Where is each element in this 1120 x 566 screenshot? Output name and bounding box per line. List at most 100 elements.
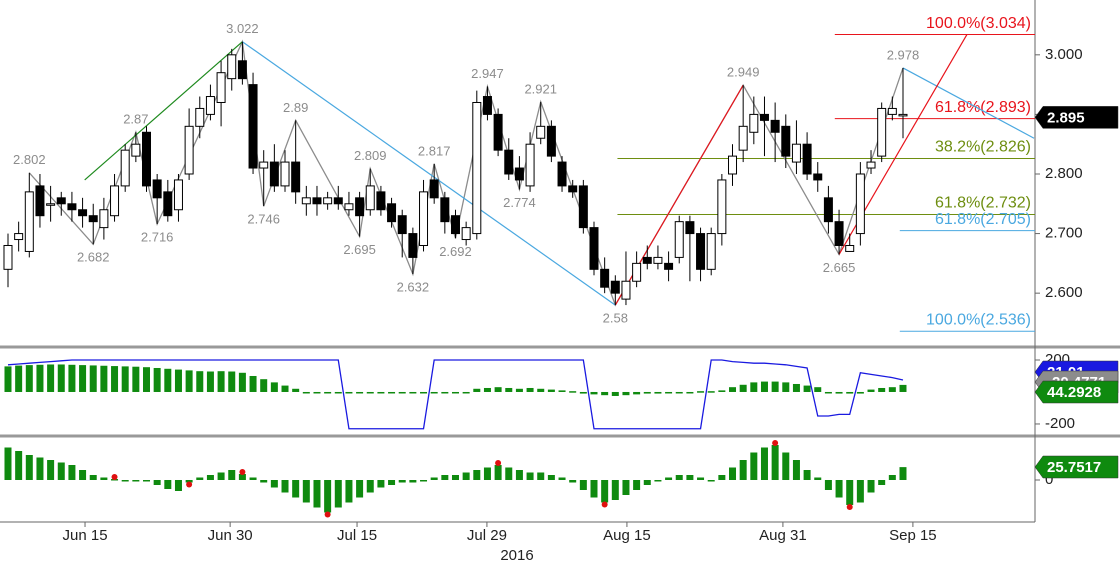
histogram-bar <box>515 388 523 392</box>
candle-body <box>600 268 610 288</box>
histogram-bar <box>185 480 193 483</box>
candle-body <box>642 256 652 264</box>
swing-label: 2.746 <box>247 212 280 227</box>
histogram-bar <box>174 480 182 491</box>
candle-body <box>269 161 279 187</box>
candle-body <box>653 256 663 264</box>
extreme-marker <box>772 440 779 446</box>
histogram-bar <box>750 452 758 480</box>
swing-label: 2.978 <box>887 47 920 62</box>
histogram-bar <box>846 480 854 505</box>
candle-body <box>429 179 439 199</box>
candle-body <box>493 113 503 151</box>
candle-body <box>781 125 791 157</box>
candle-body <box>142 131 152 187</box>
histogram-bar <box>611 391 619 396</box>
histogram-bar <box>473 470 481 480</box>
histogram-bar <box>739 460 747 480</box>
candle-body <box>205 96 215 115</box>
histogram-bar <box>217 472 225 480</box>
histogram-bar <box>430 477 438 480</box>
candle-body <box>898 113 908 117</box>
candle-body <box>728 155 738 175</box>
histogram-bar <box>281 385 289 392</box>
candle-body <box>333 197 343 205</box>
histogram-bar <box>665 391 673 394</box>
histogram-bar <box>494 387 502 392</box>
histogram-bar <box>537 388 545 392</box>
histogram-bar <box>483 387 491 392</box>
histogram-bar <box>388 480 396 485</box>
histogram-bar <box>398 391 406 394</box>
histogram-bar <box>4 447 12 480</box>
swing-label: 2.682 <box>77 250 110 265</box>
extreme-marker <box>324 511 331 518</box>
candle-body <box>365 185 375 211</box>
histogram-bar <box>153 367 161 392</box>
histogram-bar <box>68 364 76 392</box>
histogram-bar <box>398 480 406 483</box>
histogram-bar <box>803 385 811 392</box>
histogram-bar <box>409 480 417 483</box>
y-tick-label: -200 <box>1045 415 1075 432</box>
candle-body <box>387 203 397 223</box>
histogram-bar <box>25 365 33 392</box>
histogram-bar <box>441 391 449 394</box>
histogram-bar <box>558 477 566 480</box>
histogram-bar <box>356 391 364 394</box>
histogram-bar <box>121 480 129 482</box>
candle-body <box>877 107 887 157</box>
x-tick-label: Sep 15 <box>889 527 937 544</box>
candle-body <box>706 233 716 270</box>
histogram-bar <box>729 467 737 480</box>
candle-body <box>887 107 897 115</box>
histogram-bar <box>665 477 673 480</box>
candle-body <box>770 119 780 133</box>
swing-label: 2.632 <box>397 280 430 295</box>
trend-line <box>902 67 1035 139</box>
candle-body <box>120 149 130 187</box>
candle-body <box>664 262 674 270</box>
histogram-bar <box>57 364 65 392</box>
swing-label: 2.802 <box>13 152 46 167</box>
histogram-bar <box>462 391 470 394</box>
histogram-bar <box>25 455 33 480</box>
candle-body <box>131 143 141 157</box>
candle-body <box>461 227 471 241</box>
extreme-marker <box>495 460 502 466</box>
candle-body <box>450 215 460 235</box>
histogram-bar <box>111 366 119 392</box>
histogram-bar <box>718 390 726 392</box>
candle-body <box>110 185 120 217</box>
histogram-bar <box>281 480 289 493</box>
candle-body <box>578 185 588 229</box>
candle-body <box>163 191 173 217</box>
candle-body <box>376 191 386 211</box>
histogram-bar <box>334 391 342 394</box>
candle-body <box>514 167 524 181</box>
histogram-bar <box>878 387 886 392</box>
histogram-bar <box>100 477 108 480</box>
histogram-bar <box>451 391 459 394</box>
histogram-bar <box>292 480 300 498</box>
extreme-marker <box>239 469 246 475</box>
swing-label: 2.809 <box>354 148 387 163</box>
candle-body <box>227 54 237 80</box>
y-tick-label: 2.700 <box>1045 225 1083 242</box>
histogram-bar <box>409 391 417 394</box>
last-value: 44.2928 <box>1047 384 1101 401</box>
histogram-bar <box>622 391 630 396</box>
fib-label: 100.0%(3.034) <box>926 15 1031 32</box>
candle-body <box>344 203 354 211</box>
histogram-bar <box>686 391 694 394</box>
candle-body <box>280 161 290 187</box>
histogram-bar <box>302 480 310 503</box>
histogram-bar <box>36 364 44 392</box>
last-value-box <box>1034 380 1119 404</box>
histogram-bar <box>420 391 428 394</box>
histogram-bar <box>569 480 577 483</box>
x-tick-label: Jul 29 <box>467 527 507 544</box>
candle-body <box>674 221 684 258</box>
